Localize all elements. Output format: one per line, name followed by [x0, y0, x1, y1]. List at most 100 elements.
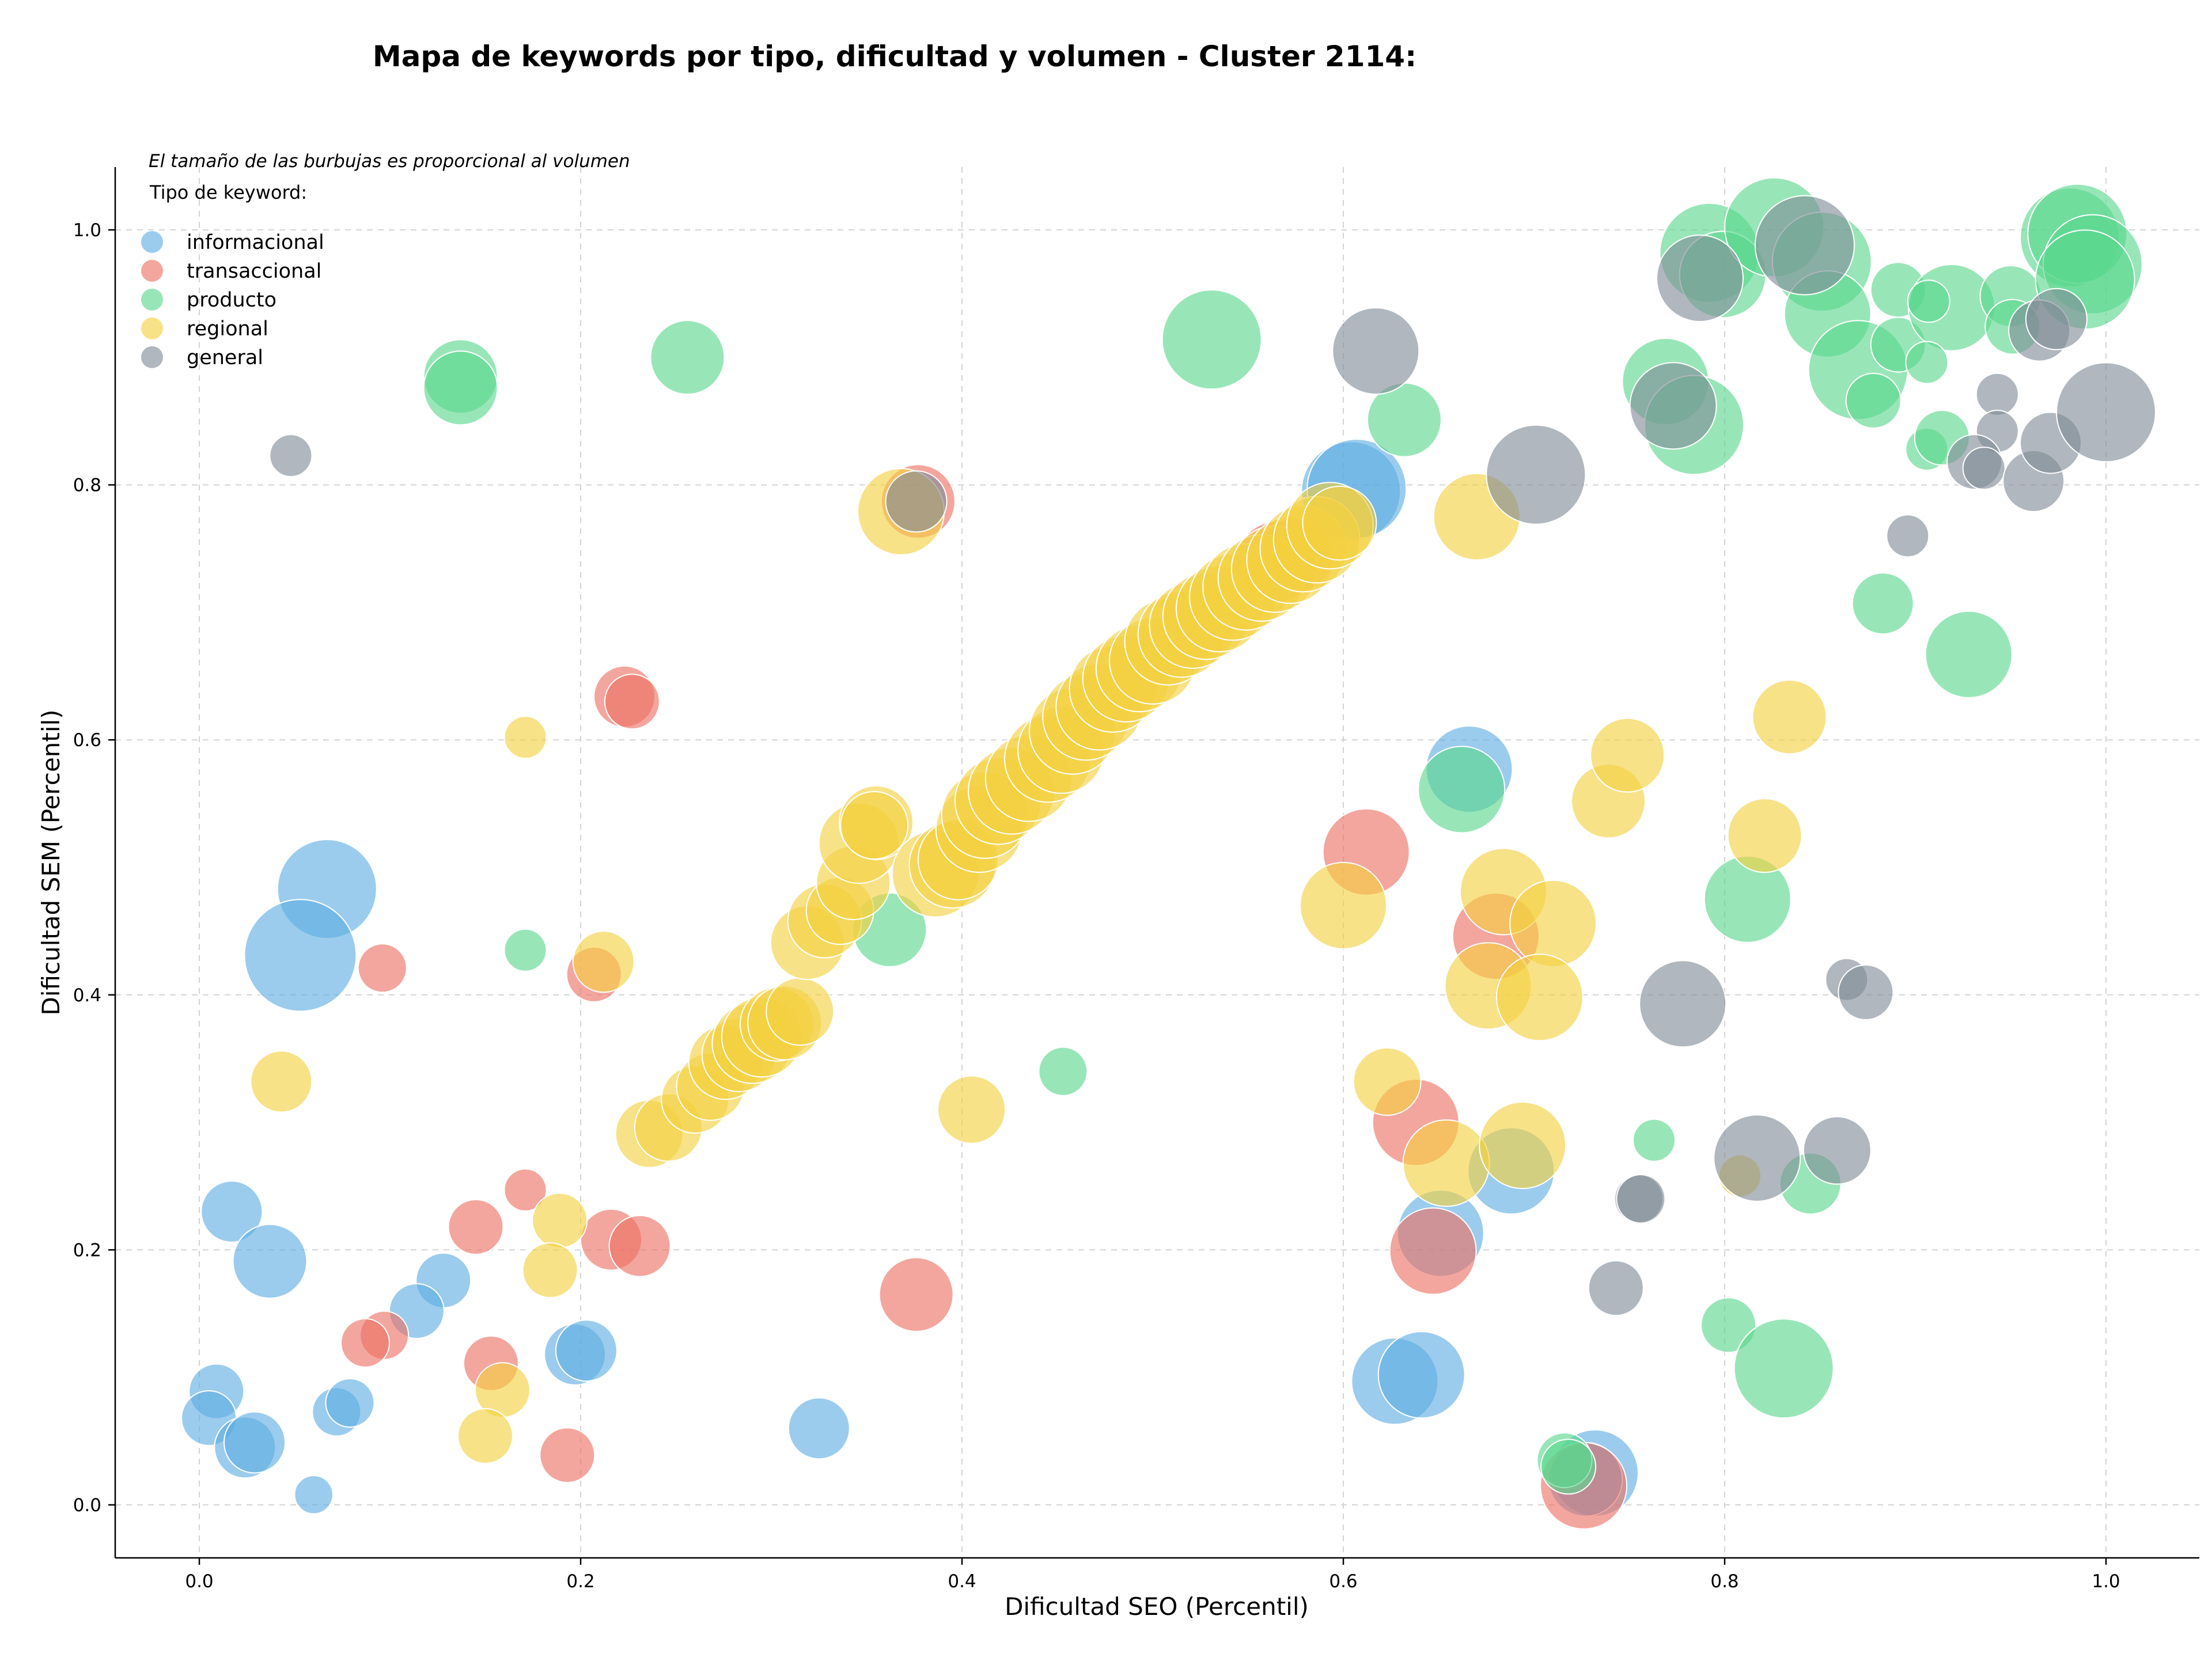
bubble-general	[2025, 287, 2088, 350]
bubble-regional	[1590, 717, 1665, 793]
bubble-informacional	[232, 1224, 308, 1299]
bubble-transaccional	[1389, 1207, 1477, 1295]
y-tick-label: 0.0	[73, 1495, 101, 1516]
bubble-general	[1838, 964, 1894, 1020]
bubble-general	[1616, 1174, 1666, 1224]
chart-title: Mapa de keywords por tipo, dificultad y …	[373, 40, 1416, 73]
bubble-general	[1639, 960, 1727, 1048]
legend-title: Tipo de keyword:	[149, 181, 307, 203]
bubble-producto	[1851, 572, 1914, 635]
bubble-general	[1629, 362, 1717, 450]
bubble-producto	[1907, 279, 1950, 323]
y-axis-label: Dificultad SEM (Percentil)	[37, 710, 65, 1016]
bubble-regional	[1300, 861, 1387, 949]
bubble-informacional	[200, 1181, 263, 1243]
bubble-regional	[572, 930, 635, 993]
bubble-transaccional	[503, 1168, 547, 1212]
bubble-general	[1332, 307, 1420, 395]
bubble-producto	[1733, 1318, 1834, 1419]
bubble-regional	[1727, 798, 1802, 873]
x-tick-label: 0.6	[1329, 1571, 1357, 1592]
bubble-regional	[766, 977, 835, 1046]
y-tick-label: 0.4	[73, 985, 101, 1006]
x-tick-label: 0.0	[185, 1571, 213, 1592]
bubble-regional	[1353, 1047, 1422, 1116]
bubble-regional	[522, 1242, 578, 1299]
bubble-informacional	[787, 1397, 850, 1460]
bubble-transaccional	[878, 1257, 954, 1332]
x-tick-label: 0.4	[948, 1571, 976, 1592]
bubble-general	[1656, 234, 1744, 323]
bubble-size-note: El tamaño de las burbujas es proporciona…	[149, 151, 630, 172]
bubble-general	[1962, 447, 2006, 490]
bubble-regional	[1402, 1119, 1490, 1207]
legend-marker-informacional	[141, 231, 163, 253]
bubble-regional	[532, 1193, 588, 1248]
bubble-transaccional	[448, 1199, 504, 1255]
bubble-general	[1802, 1116, 1872, 1185]
y-tick-label: 0.8	[73, 475, 101, 496]
legend: Tipo de keyword: informacional transaccio…	[141, 181, 324, 369]
y-tick-label: 1.0	[73, 220, 101, 241]
bubble-regional	[1302, 486, 1377, 561]
bubble-producto	[1925, 610, 2013, 698]
bubble-transaccional	[608, 1214, 671, 1277]
bubble-regional	[250, 1050, 313, 1113]
bubble-general	[1975, 373, 2019, 416]
legend-label-general: general	[187, 346, 263, 369]
bubble-regional	[840, 791, 909, 860]
bubble-producto	[1540, 1439, 1597, 1495]
bubble-producto	[1161, 289, 1262, 390]
bubble-general	[885, 470, 948, 533]
bubble-informacional	[294, 1475, 334, 1515]
x-tick-label: 0.8	[1710, 1571, 1738, 1592]
bubble-general	[1486, 424, 1586, 525]
bubble-general	[1755, 195, 1855, 296]
bubble-general	[1588, 1260, 1644, 1316]
bubble-transaccional	[340, 1318, 390, 1368]
bubble-general	[1886, 514, 1930, 558]
y-tick-label: 0.6	[73, 730, 101, 751]
bubble-producto	[1845, 373, 1902, 429]
x-axis-label: Dificultad SEO (Percentil)	[1005, 1592, 1309, 1621]
bubble-regional	[457, 1408, 513, 1464]
bubble-informacional	[244, 899, 357, 1012]
bubble-informacional	[325, 1378, 375, 1428]
bubble-regional	[1479, 1101, 1567, 1189]
legend-marker-regional	[141, 317, 163, 339]
bubble-producto	[650, 320, 725, 395]
y-tick-label: 0.2	[73, 1240, 101, 1261]
bubble-informacional	[1377, 1331, 1465, 1419]
legend-label-regional: regional	[187, 317, 268, 340]
bubbles	[181, 177, 2156, 1530]
bubble-producto	[423, 350, 498, 426]
bubble-producto	[1418, 746, 1506, 834]
bubble-regional	[937, 1075, 1006, 1144]
legend-marker-producto	[141, 289, 163, 311]
legend-label-informacional: informacional	[187, 231, 324, 254]
legend-marker-general	[141, 346, 163, 368]
bubble-transaccional	[357, 943, 407, 993]
axis-ticks: 0.0 0.0 0.2 0.2 0.4 0.4 0.6 0.6 0.8 0.8 1.0 1.0	[73, 220, 2120, 1592]
bubble-regional	[1495, 954, 1584, 1042]
x-tick-label: 0.2	[566, 1571, 594, 1592]
bubble-producto	[503, 928, 547, 972]
bubble-transaccional	[604, 674, 660, 730]
bubble-producto	[1905, 340, 1949, 384]
bubble-general	[2056, 362, 2156, 463]
bubble-regional	[1752, 679, 1827, 755]
bubble-producto	[1700, 1297, 1757, 1353]
bubble-general	[269, 434, 313, 478]
bubble-informacional	[555, 1319, 618, 1382]
bubble-producto	[1038, 1046, 1088, 1096]
legend-label-transaccional: transaccional	[187, 260, 321, 283]
bubble-producto	[1633, 1118, 1676, 1162]
bubble-regional	[503, 716, 547, 759]
bubble-informacional	[224, 1411, 286, 1474]
legend-marker-transaccional	[141, 260, 163, 282]
x-tick-label: 1.0	[2092, 1571, 2120, 1592]
bubble-transaccional	[539, 1427, 596, 1484]
bubble-regional	[1509, 879, 1597, 967]
bubble-general	[1713, 1114, 1801, 1202]
